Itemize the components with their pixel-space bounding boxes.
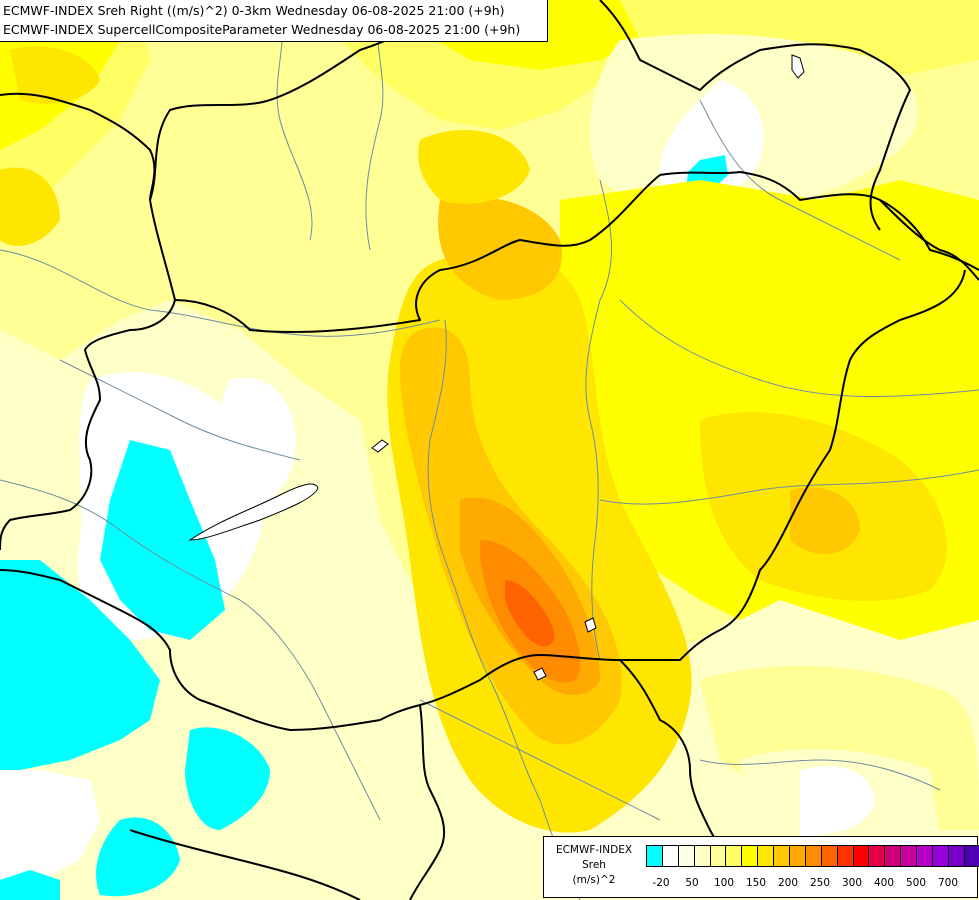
legend-swatch xyxy=(790,846,806,866)
river-danube xyxy=(427,319,581,900)
field-amber-east xyxy=(790,487,860,554)
river-sw-1 xyxy=(0,479,241,601)
title-line-2: ECMWF-INDEX SupercellCompositeParameter … xyxy=(3,22,521,37)
legend-tick-label: -20 xyxy=(652,877,670,889)
legend-color-scale xyxy=(646,845,979,867)
legend-tick-label: 200 xyxy=(777,877,799,889)
legend-title: ECMWF-INDEX Sreh (m/s)^2 xyxy=(544,843,644,888)
legend-title-line-2: Sreh xyxy=(582,859,606,871)
legend-swatch xyxy=(805,846,822,866)
field-gold-nw-2 xyxy=(0,167,60,246)
legend-tick-label: 700 xyxy=(937,877,959,889)
lake-balaton xyxy=(188,483,319,541)
river-east-2 xyxy=(599,469,979,505)
border-hungary-north xyxy=(174,171,979,333)
legend-tick-label: 100 xyxy=(713,877,735,889)
legend-tick-label: 250 xyxy=(809,877,831,889)
river-sw-2 xyxy=(239,599,381,821)
field-cyan-west xyxy=(100,440,225,640)
border-hungary-south xyxy=(379,654,621,721)
legend-tick-label: 50 xyxy=(685,877,699,889)
river-south-1 xyxy=(419,699,661,821)
legend-swatch xyxy=(742,846,759,866)
river-east-1 xyxy=(619,299,979,398)
legend-swatch xyxy=(694,846,711,866)
field-cyan-southwest xyxy=(0,560,160,770)
border-west-1 xyxy=(0,92,156,201)
legend-swatch xyxy=(726,846,743,866)
legend-swatch xyxy=(821,846,838,866)
legend-swatch xyxy=(933,846,949,866)
field-cyan-south xyxy=(185,727,270,830)
field-cyan-corner xyxy=(0,870,60,900)
lakes xyxy=(188,54,805,681)
border-austria-west xyxy=(0,299,176,551)
field-redorange-core xyxy=(505,580,555,647)
legend-swatch xyxy=(853,846,870,866)
border-hungary-east xyxy=(620,269,966,661)
legend-tick-label: 150 xyxy=(745,877,767,889)
river-tisza xyxy=(585,179,613,661)
map-title-box: ECMWF-INDEX Sreh Right ((m/s)^2) 0-3km W… xyxy=(0,0,548,42)
border-bosnia xyxy=(129,829,361,900)
lake-small-1 xyxy=(371,439,389,453)
color-legend: ECMWF-INDEX Sreh (m/s)^2 -20 50 100 150 200 2… xyxy=(543,836,979,898)
field-gold-north xyxy=(418,130,530,204)
field-white-southwest xyxy=(0,770,100,880)
legend-swatch xyxy=(885,846,902,866)
legend-swatch xyxy=(678,846,695,866)
legend-swatch xyxy=(662,846,679,866)
border-romania-north xyxy=(879,199,979,271)
lake-small-3 xyxy=(584,617,597,633)
field-white-southeast xyxy=(800,766,875,836)
lake-small-2 xyxy=(791,54,805,79)
legend-swatch xyxy=(647,846,663,866)
border-hungary-southwest xyxy=(0,569,381,731)
legend-swatch xyxy=(869,846,886,866)
legend-tick-label: 300 xyxy=(841,877,863,889)
river-danube-west xyxy=(0,249,441,337)
legend-swatch xyxy=(837,846,854,866)
field-cyan-southwest-2 xyxy=(96,817,180,897)
legend-swatch xyxy=(774,846,791,866)
legend-swatch xyxy=(710,846,727,866)
legend-tick-label: 500 xyxy=(905,877,927,889)
legend-swatch xyxy=(948,846,965,866)
border-slovakia-south xyxy=(149,199,176,301)
field-white-central-west xyxy=(209,377,296,510)
legend-swatch xyxy=(964,846,979,866)
lake-small-4 xyxy=(533,667,547,681)
border-croatia xyxy=(409,704,446,900)
river-se xyxy=(699,759,941,791)
legend-swatch xyxy=(901,846,918,866)
title-line-1: ECMWF-INDEX Sreh Right ((m/s)^2) 0-3km W… xyxy=(3,3,505,18)
field-gold-nw-1 xyxy=(10,46,100,104)
legend-title-line-3: (m/s)^2 xyxy=(572,874,616,886)
legend-title-line-1: ECMWF-INDEX xyxy=(555,844,633,856)
legend-tick-label: 400 xyxy=(873,877,895,889)
river-ne xyxy=(699,99,901,261)
legend-swatch xyxy=(758,846,775,866)
border-slovakia-east xyxy=(599,0,911,231)
legend-swatch xyxy=(917,846,934,866)
